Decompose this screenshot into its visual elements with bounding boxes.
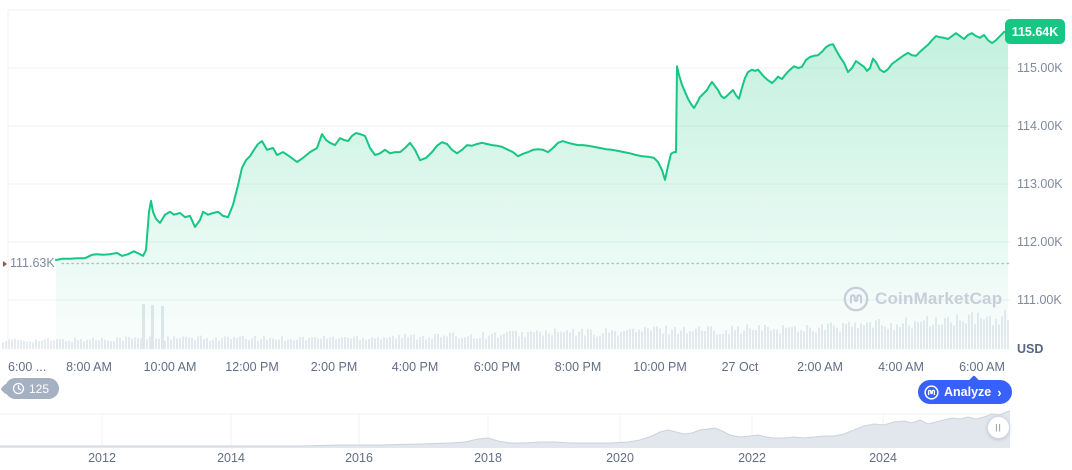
x-axis-label: 6:00 AM bbox=[959, 360, 1005, 374]
x-axis-label: 4:00 PM bbox=[391, 360, 439, 374]
x-axis-label: 6:00 ... bbox=[8, 360, 47, 374]
current-price-badge: 115.64K bbox=[1005, 19, 1065, 44]
x-axis-label: 10:00 AM bbox=[143, 360, 197, 374]
navigator-year-label: 2020 bbox=[606, 451, 634, 465]
x-axis-label: 2:00 AM bbox=[797, 360, 843, 374]
reference-price-marker-icon bbox=[3, 261, 7, 267]
navigator-year-label: 2018 bbox=[474, 451, 502, 465]
reference-price-label: 111.63K bbox=[10, 256, 55, 270]
y-axis-unit: USD bbox=[1017, 342, 1044, 356]
navigator-year-label: 2016 bbox=[345, 451, 373, 465]
history-clock-icon bbox=[12, 382, 25, 395]
x-axis-label: 2:00 PM bbox=[310, 360, 358, 374]
history-count: 125 bbox=[29, 381, 50, 396]
coinmarketcap-watermark: CoinMarketCap bbox=[843, 286, 1002, 312]
coinmarketcap-logo-icon bbox=[843, 286, 869, 312]
analyze-button[interactable]: Analyze › bbox=[918, 380, 1012, 404]
navigator-year-label: 2012 bbox=[88, 451, 116, 465]
x-axis-label: 8:00 AM bbox=[66, 360, 112, 374]
watermark-text: CoinMarketCap bbox=[875, 289, 1003, 308]
navigator-year-label: 2022 bbox=[738, 451, 766, 465]
x-axis-label: 10:00 PM bbox=[633, 360, 687, 374]
analyze-logo-icon bbox=[924, 384, 939, 400]
x-axis-label: 27 Oct bbox=[721, 360, 759, 374]
navigator-drag-handle[interactable]: || bbox=[987, 416, 1010, 439]
x-axis-label: 12:00 PM bbox=[225, 360, 279, 374]
x-axis-label: 8:00 PM bbox=[554, 360, 602, 374]
y-axis-label: 112.00K bbox=[1017, 235, 1063, 249]
navigator-year-label: 2014 bbox=[217, 451, 245, 465]
x-axis-label: 4:00 AM bbox=[878, 360, 924, 374]
x-axis-label: 6:00 PM bbox=[473, 360, 521, 374]
history-count-badge[interactable]: 125 bbox=[5, 378, 60, 399]
y-axis-label: 114.00K bbox=[1017, 119, 1063, 133]
y-axis-label: 115.00K bbox=[1017, 61, 1063, 75]
y-axis-label: 111.00K bbox=[1017, 293, 1062, 307]
analyze-label: Analyze bbox=[944, 385, 992, 399]
chevron-right-icon: › bbox=[997, 384, 1002, 400]
y-axis-label: 113.00K bbox=[1017, 177, 1063, 191]
navigator-year-label: 2024 bbox=[869, 451, 897, 465]
